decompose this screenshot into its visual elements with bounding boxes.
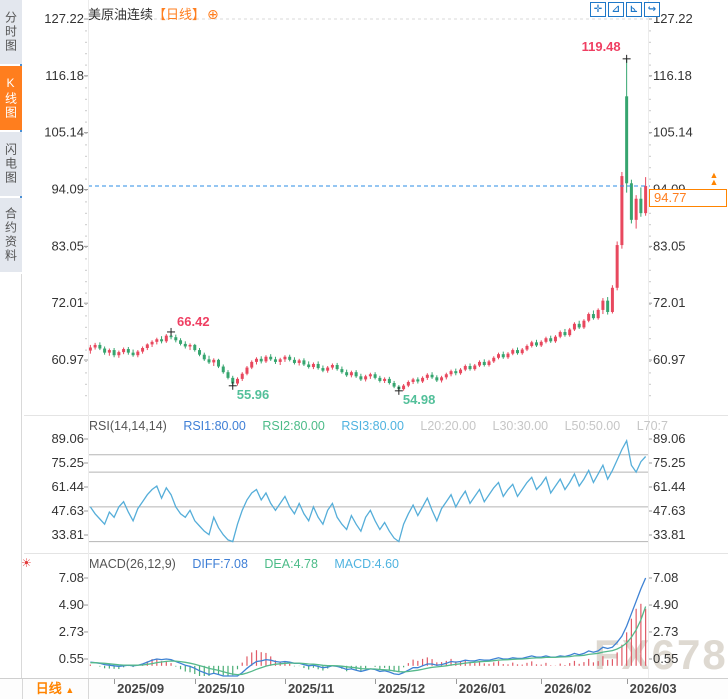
chart-title-row: 美原油连续【日线】 ⊕	[88, 4, 219, 23]
sidebar-tab-lightning[interactable]: 闪电图	[0, 132, 22, 196]
x-axis-label: 2025/10	[197, 681, 245, 696]
svg-text:89.06: 89.06	[51, 431, 84, 446]
svg-text:0.55: 0.55	[653, 651, 678, 666]
month-tick	[455, 679, 457, 684]
chart-toolbar: ✛ ⊿ ⊾ ↪	[590, 2, 660, 17]
bottom-bar: 日线 ▲ 2025/09 2025/10 2025/11 2025/12 202…	[0, 678, 728, 699]
svg-text:105.14: 105.14	[653, 125, 693, 140]
svg-text:55.96: 55.96	[237, 387, 270, 402]
panel-separator	[24, 415, 728, 416]
svg-text:33.81: 33.81	[51, 527, 84, 542]
add-indicator-icon[interactable]: ⊕	[207, 6, 219, 22]
svg-text:47.63: 47.63	[653, 503, 686, 518]
sidebar-tab-contract-info[interactable]: 合约资料	[0, 198, 22, 272]
rsi-title: RSI(14,14,14)	[89, 419, 167, 433]
fx678-watermark: FX678	[594, 631, 728, 678]
macd-diff-value: DIFF:7.08	[192, 557, 248, 571]
symbol-name: 美原油连续	[88, 7, 154, 22]
macd-header: MACD(26,12,9) DIFF:7.08 DEA:4.78 MACD:4.…	[89, 557, 412, 571]
macd-value: MACD:4.60	[334, 557, 399, 571]
sidebar-filler	[0, 274, 22, 678]
period-label: 日线	[35, 681, 62, 696]
rsi3-value: RSI3:80.00	[341, 419, 404, 433]
month-tick	[284, 679, 286, 684]
svg-text:4.90: 4.90	[653, 597, 678, 612]
rsi-header: RSI(14,14,14) RSI1:80.00 RSI2:80.00 RSI3…	[89, 419, 681, 433]
svg-text:89.06: 89.06	[653, 431, 686, 446]
rsi-l30: L30:30.00	[492, 419, 549, 433]
macd-title: MACD(26,12,9)	[89, 557, 176, 571]
svg-text:72.01: 72.01	[51, 295, 84, 310]
month-tick	[375, 679, 377, 684]
svg-text:2.73: 2.73	[59, 624, 84, 639]
svg-text:0.55: 0.55	[59, 651, 84, 666]
svg-text:47.63: 47.63	[51, 503, 84, 518]
month-tick	[194, 679, 196, 684]
scale-x-icon[interactable]: ⊾	[626, 2, 642, 17]
svg-text:54.98: 54.98	[403, 392, 436, 407]
rsi2-value: RSI2:80.00	[262, 419, 325, 433]
scale-y-icon[interactable]: ⊿	[608, 2, 624, 17]
svg-text:72.01: 72.01	[653, 295, 686, 310]
rsi-l50: L50:50.00	[564, 419, 621, 433]
bottom-bar-divider	[88, 679, 89, 699]
x-axis-label: 2025/09	[117, 681, 165, 696]
sidebar-tabs: 分时图 K线图 闪电图 合约资料	[0, 0, 22, 272]
svg-text:127.22: 127.22	[653, 11, 693, 26]
svg-text:61.44: 61.44	[51, 479, 84, 494]
x-axis-label: 2026/01	[458, 681, 506, 696]
month-tick	[626, 679, 628, 684]
svg-text:116.18: 116.18	[653, 68, 692, 83]
svg-text:75.25: 75.25	[653, 455, 686, 470]
x-axis-label: 2025/12	[378, 681, 426, 696]
plot-left-border	[88, 0, 89, 678]
chart-canvas[interactable]: 127.22 127.22 116.18 116.18 105.14 105.14 94.0…	[0, 0, 728, 678]
rsi-l20: L20:20.00	[420, 419, 477, 433]
month-tick	[541, 679, 543, 684]
svg-text:75.25: 75.25	[51, 455, 84, 470]
x-axis-label: 2025/11	[287, 681, 335, 696]
svg-text:7.08: 7.08	[653, 570, 678, 585]
rsi1-value: RSI1:80.00	[183, 419, 246, 433]
panel-separator	[24, 553, 728, 554]
svg-text:94.09: 94.09	[51, 182, 84, 197]
sidebar-tab-timeshare[interactable]: 分时图	[0, 0, 22, 64]
svg-text:61.44: 61.44	[653, 479, 686, 494]
svg-text:105.14: 105.14	[44, 125, 84, 140]
svg-text:127.22: 127.22	[44, 11, 84, 26]
svg-text:116.18: 116.18	[45, 68, 84, 83]
sidebar-tab-kline[interactable]: K线图	[0, 66, 22, 130]
indicator-alert-icon[interactable]: ☀	[21, 556, 32, 570]
period-tag: 【日线】	[153, 7, 206, 22]
pan-icon[interactable]: ✛	[590, 2, 606, 17]
svg-text:119.48: 119.48	[582, 39, 621, 54]
last-price-tag: 94.77	[649, 189, 727, 207]
svg-text:7.08: 7.08	[59, 570, 84, 585]
macd-dea-value: DEA:4.78	[264, 557, 318, 571]
rsi-l70: L70:7	[636, 419, 668, 433]
period-select-button[interactable]: 日线 ▲	[22, 679, 88, 699]
svg-text:4.90: 4.90	[59, 597, 84, 612]
period-dropdown-arrow: ▲	[65, 685, 75, 695]
bottom-bar-divider	[22, 679, 23, 699]
svg-text:60.97: 60.97	[653, 352, 686, 367]
svg-text:33.81: 33.81	[653, 527, 686, 542]
x-axis-label: 2026/03	[629, 681, 677, 696]
price-up-arrows-icon: ▲ ▲	[709, 170, 719, 187]
svg-text:60.97: 60.97	[51, 352, 84, 367]
month-tick	[114, 679, 116, 684]
plot-right-border	[648, 0, 649, 678]
sidebar: 分时图 K线图 闪电图 合约资料	[0, 0, 24, 678]
restore-icon[interactable]: ↪	[644, 2, 660, 17]
svg-text:66.42: 66.42	[177, 314, 210, 329]
svg-text:2.73: 2.73	[653, 624, 678, 639]
svg-text:83.05: 83.05	[51, 238, 84, 253]
svg-text:83.05: 83.05	[653, 238, 686, 253]
x-axis-label: 2026/02	[544, 681, 592, 696]
